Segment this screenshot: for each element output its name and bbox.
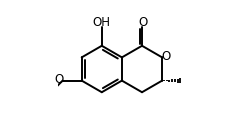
Text: O: O xyxy=(139,16,148,29)
Text: OH: OH xyxy=(93,16,111,29)
Text: O: O xyxy=(54,73,63,86)
Text: O: O xyxy=(162,50,171,63)
